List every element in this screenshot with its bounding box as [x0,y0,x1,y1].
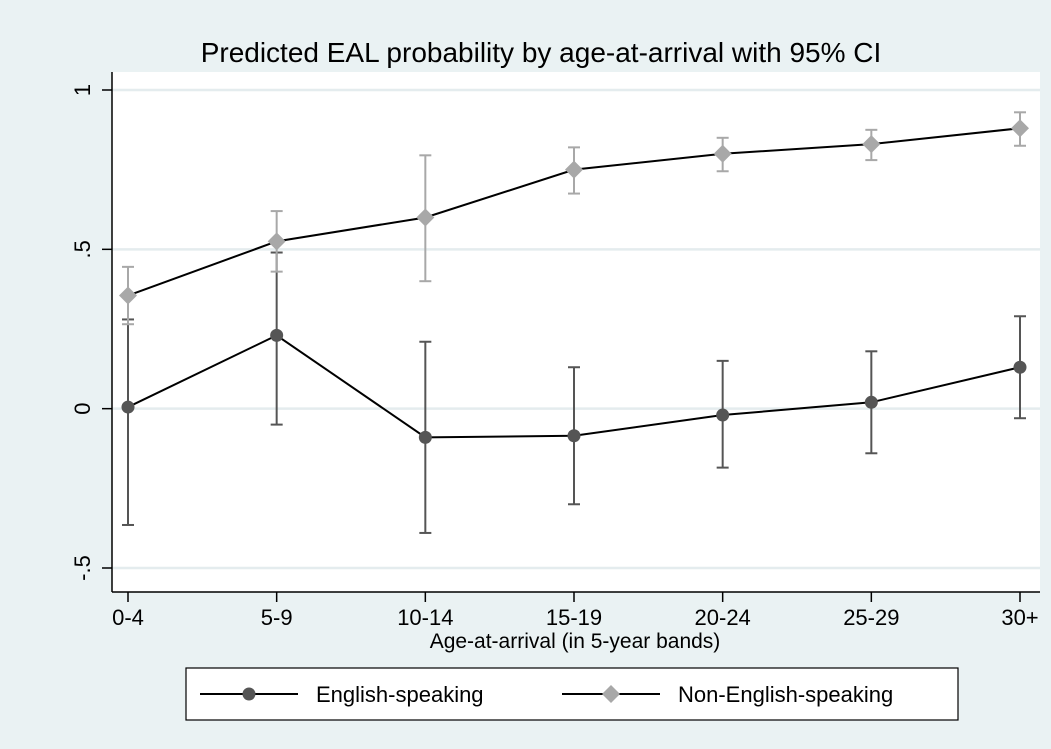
legend: English-speaking Non-English-speaking [185,667,959,721]
data-point [864,395,878,409]
data-point [716,408,730,422]
x-tick-label: 30+ [1001,605,1038,630]
x-axis-label: Age-at-arrival (in 5-year bands) [430,630,721,653]
y-tick-label: 0 [70,403,95,415]
y-tick-label: 1 [70,84,95,96]
data-point [1011,119,1029,138]
data-point [270,328,284,342]
legend-marker-non-english [602,685,620,703]
data-point [418,430,432,444]
x-tick-label: 5-9 [261,605,293,630]
data-point [416,208,435,227]
gridlines [112,88,1040,570]
legend-marker-english [242,687,256,701]
series-layer [119,111,1029,534]
data-point [1013,360,1027,374]
data-point [567,429,581,443]
data-point [862,135,881,154]
data-point [267,232,286,251]
data-point [119,286,137,305]
y-tick-label: .5 [70,240,95,258]
data-point [713,144,732,163]
x-tick-label: 25-29 [843,605,899,630]
x-tick-label: 20-24 [695,605,751,630]
x-tick-label: 10-14 [397,605,453,630]
x-tick-label: 15-19 [546,605,602,630]
series-1 [119,111,1029,326]
series-0 [121,251,1027,534]
y-axis: -.5 0 .5 1 [70,72,113,592]
chart-title: Predicted EAL probability by age-at-arri… [201,37,882,68]
y-tick-label: -.5 [70,555,95,581]
legend-label-non-english: Non-English-speaking [678,682,893,707]
plot-area [112,72,1040,592]
legend-label-english: English-speaking [316,682,484,707]
data-point [121,400,135,414]
x-tick-label: 0-4 [112,605,144,630]
x-axis: 0-4 5-9 10-14 15-19 20-24 25-29 30+ [112,591,1040,630]
data-point [565,160,583,179]
